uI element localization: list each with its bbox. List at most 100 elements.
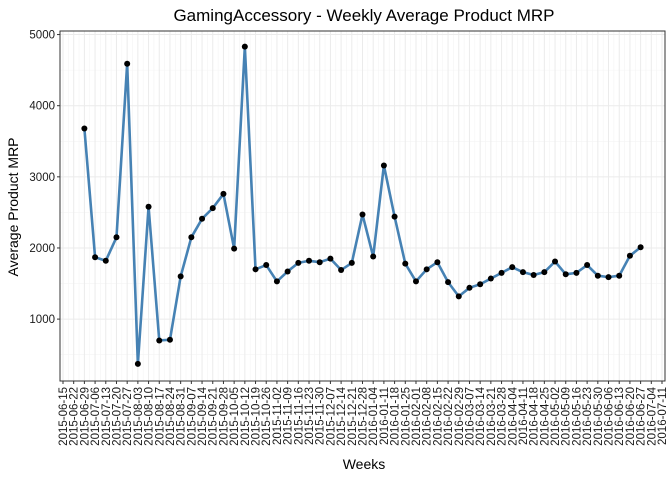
x-tick-label: 2015-07-27 (122, 387, 134, 446)
data-point (241, 43, 248, 50)
x-tick-label: 2015-11-09 (283, 387, 295, 445)
x-tick-label: 2016-03-07 (464, 387, 476, 446)
x-tick-label: 2015-08-31 (176, 387, 188, 446)
data-point (562, 271, 569, 278)
x-tick-label: 2015-07-13 (101, 387, 113, 446)
data-point (359, 211, 366, 218)
x-tick-label: 2015-09-21 (208, 387, 220, 446)
chart-title: GamingAccessory - Weekly Average Product… (173, 6, 554, 25)
y-tick-label: 2000 (29, 243, 55, 255)
x-tick-label: 2015-10-26 (261, 387, 273, 446)
data-point (402, 260, 409, 267)
data-point (263, 262, 270, 269)
data-point (273, 278, 280, 285)
data-point (552, 258, 559, 265)
x-tick-label: 2016-04-25 (539, 387, 551, 446)
data-point (284, 268, 291, 275)
data-point (370, 253, 377, 260)
data-point (134, 360, 141, 367)
x-tick-label: 2015-09-14 (197, 386, 209, 445)
data-point (412, 278, 419, 285)
x-tick-label: 2016-07-04 (646, 386, 658, 445)
data-point (391, 213, 398, 220)
data-point (220, 190, 227, 197)
x-tick-label: 2016-05-23 (582, 387, 594, 446)
data-point (519, 269, 526, 276)
x-tick-label: 2015-07-06 (90, 387, 102, 446)
data-point (348, 259, 355, 266)
x-tick-label: 2015-08-24 (165, 386, 177, 445)
x-tick-label: 2016-01-11 (379, 387, 391, 445)
data-point (306, 257, 313, 264)
x-tick-label: 2015-12-07 (325, 387, 337, 446)
x-tick-label: 2016-04-18 (529, 387, 541, 446)
x-tick-label: 2016-06-06 (604, 387, 616, 446)
x-tick-label: 2015-08-17 (154, 387, 166, 446)
x-tick-label: 2016-02-01 (411, 387, 423, 446)
data-point (295, 259, 302, 266)
x-tick-label: 2016-01-18 (390, 387, 402, 446)
data-point (188, 234, 195, 241)
x-tick-label: 2015-08-03 (133, 387, 145, 446)
data-point (316, 259, 323, 266)
data-point (466, 284, 473, 291)
data-point (92, 254, 99, 261)
data-point (487, 275, 494, 282)
data-point (498, 269, 505, 276)
data-point (338, 267, 345, 274)
x-tick-label: 2016-05-16 (571, 387, 583, 446)
y-tick-label: 4000 (29, 101, 55, 113)
x-tick-label: 2016-04-11 (518, 387, 530, 445)
x-tick-label: 2015-12-28 (358, 387, 370, 446)
x-tick-label: 2015-11-02 (272, 387, 284, 445)
x-tick-label: 2016-02-22 (443, 387, 455, 446)
x-tick-label: 2016-03-14 (475, 386, 487, 445)
data-point (445, 279, 452, 286)
series-group (81, 43, 644, 367)
x-tick-label: 2016-05-09 (561, 387, 573, 446)
data-point (156, 337, 163, 344)
x-tick-label: 2016-04-04 (507, 386, 519, 445)
x-tick-label: 2016-06-13 (614, 387, 626, 446)
data-point (477, 281, 484, 288)
data-point (327, 255, 334, 262)
y-axis-title: Average Product MRP (5, 137, 21, 276)
x-axis-title: Weeks (343, 456, 386, 472)
x-tick-label: 2015-11-23 (304, 387, 316, 445)
data-point (231, 245, 238, 252)
x-tick-label: 2015-09-07 (186, 387, 198, 446)
data-point (605, 274, 612, 281)
x-tick-label: 2016-02-15 (432, 387, 444, 446)
data-point (177, 273, 184, 280)
x-axis: 2015-06-152015-06-222015-06-292015-07-06… (58, 381, 669, 446)
x-tick-label: 2015-06-22 (69, 387, 81, 446)
data-point (380, 162, 387, 169)
x-tick-label: 2015-08-10 (144, 387, 156, 446)
data-point (199, 215, 206, 222)
x-tick-label: 2016-01-04 (368, 386, 380, 445)
data-point (113, 234, 120, 241)
x-tick-label: 2016-06-20 (625, 387, 637, 446)
y-tick-label: 3000 (29, 172, 55, 184)
x-tick-label: 2015-07-20 (111, 387, 123, 446)
x-tick-label: 2016-05-02 (550, 387, 562, 446)
x-tick-label: 2015-10-05 (229, 387, 241, 446)
x-tick-label: 2016-03-28 (497, 387, 509, 446)
x-tick-label: 2015-11-16 (293, 387, 305, 445)
x-tick-label: 2015-10-12 (240, 387, 252, 446)
data-point (637, 244, 644, 251)
x-tick-label: 2015-12-14 (336, 386, 348, 445)
x-tick-label: 2015-09-28 (218, 387, 230, 446)
minor-gridlines (60, 31, 665, 381)
data-point (423, 266, 430, 273)
data-point (145, 203, 152, 210)
x-tick-label: 2015-06-29 (79, 387, 91, 446)
x-tick-label: 2016-02-08 (422, 387, 434, 446)
data-point (81, 125, 88, 132)
x-tick-label: 2015-10-19 (251, 387, 263, 446)
data-point (209, 205, 216, 212)
x-tick-label: 2015-06-15 (58, 387, 70, 446)
x-tick-label: 2016-02-29 (454, 387, 466, 446)
y-tick-label: 1000 (29, 314, 55, 326)
